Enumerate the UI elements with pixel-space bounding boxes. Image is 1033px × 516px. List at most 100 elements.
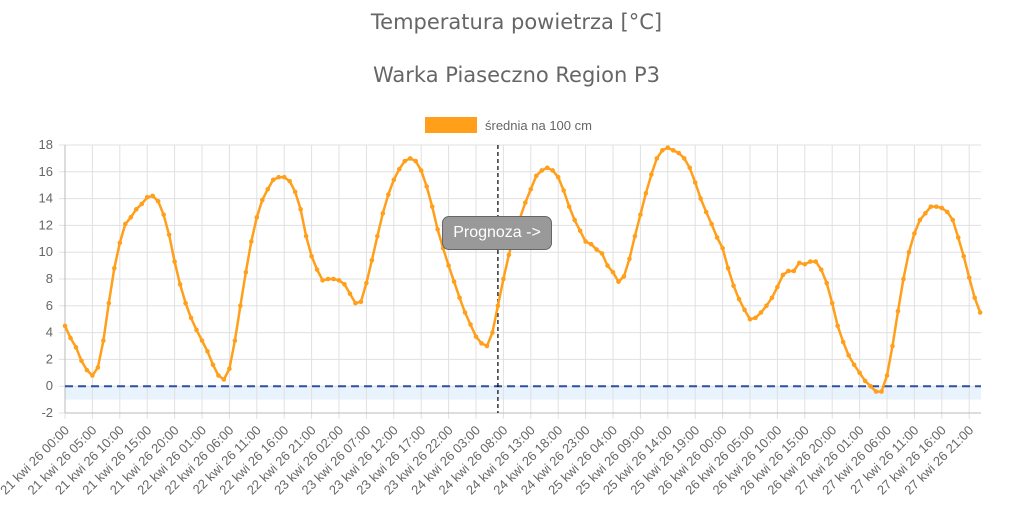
data-point [791,268,797,274]
data-point [572,217,577,223]
data-point [331,276,336,282]
y-tick-label: 10 [39,244,53,259]
data-point [84,367,90,373]
y-tick-label: 4 [46,325,53,340]
data-point [873,389,879,394]
data-point [912,231,917,236]
data-point [101,338,106,343]
data-point [73,345,79,350]
data-point [501,276,506,282]
data-point [632,233,638,239]
data-point [79,358,84,364]
data-point [205,349,210,354]
data-point [665,145,671,150]
y-tick-label: 14 [39,191,53,206]
data-point [150,193,155,199]
data-point [835,323,840,329]
data-point [901,276,906,282]
data-point [588,241,594,247]
data-point [484,343,490,349]
data-point [112,265,117,271]
data-point [594,247,599,252]
data-point [386,192,391,197]
data-point [561,188,566,193]
data-point [681,156,687,161]
data-point [95,365,101,370]
data-point [199,338,205,343]
forecast-label: Prognoza -> [442,216,552,250]
data-point [265,186,271,192]
data-point [309,253,314,259]
data-point [638,212,643,217]
data-point [523,200,528,205]
data-point [62,323,68,329]
data-point [616,279,621,284]
data-point [605,263,610,268]
data-point [840,339,846,345]
data-point [418,168,424,173]
data-point [824,280,830,286]
data-point [177,282,183,287]
data-point [249,239,254,244]
data-point [879,389,884,394]
legend-item[interactable]: średnia na 100 cm [425,117,592,133]
data-point [758,310,764,315]
data-point [227,366,232,372]
data-point [533,173,539,179]
data-point [133,207,139,212]
y-tick-label: -2 [41,405,53,420]
data-point [731,283,736,289]
data-point [369,257,375,263]
data-point [884,373,890,378]
data-point [851,362,857,368]
data-point [188,315,194,321]
data-point [528,186,534,192]
data-point [627,256,632,262]
threshold-band [65,386,981,400]
data-point [462,310,468,315]
data-point [238,303,243,309]
data-point [232,338,238,343]
data-point [934,204,939,209]
y-tick-label: 18 [39,137,53,152]
data-point [303,233,309,239]
y-tick-label: 16 [39,164,53,179]
data-point [966,275,972,280]
data-point [829,300,835,306]
data-point [298,207,303,212]
data-point [797,260,802,266]
data-point [786,268,791,274]
data-point [292,189,298,195]
data-point [276,174,282,180]
y-tick-label: 6 [46,298,53,313]
data-point [955,235,961,240]
data-point [479,341,484,346]
data-point [643,190,649,196]
data-point [775,284,780,290]
data-point [396,166,402,172]
data-point [939,205,945,211]
data-point [259,197,265,203]
data-point [950,217,956,223]
data-point [703,209,709,215]
data-point [972,295,977,301]
legend-swatch [425,117,477,133]
data-point [862,378,868,384]
data-point [451,279,457,284]
data-point [117,240,123,246]
data-point [555,174,561,180]
data-point [391,177,397,183]
legend-label: średnia na 100 cm [485,117,592,133]
data-point [342,282,347,287]
data-point [183,300,188,306]
data-point [68,335,73,341]
data-point [413,158,419,164]
data-point [769,295,775,301]
data-point [577,228,583,234]
data-point [709,221,714,227]
data-point [429,204,435,209]
data-point [473,334,479,339]
data-point [868,383,873,389]
data-point [155,198,161,204]
data-point [698,196,703,201]
